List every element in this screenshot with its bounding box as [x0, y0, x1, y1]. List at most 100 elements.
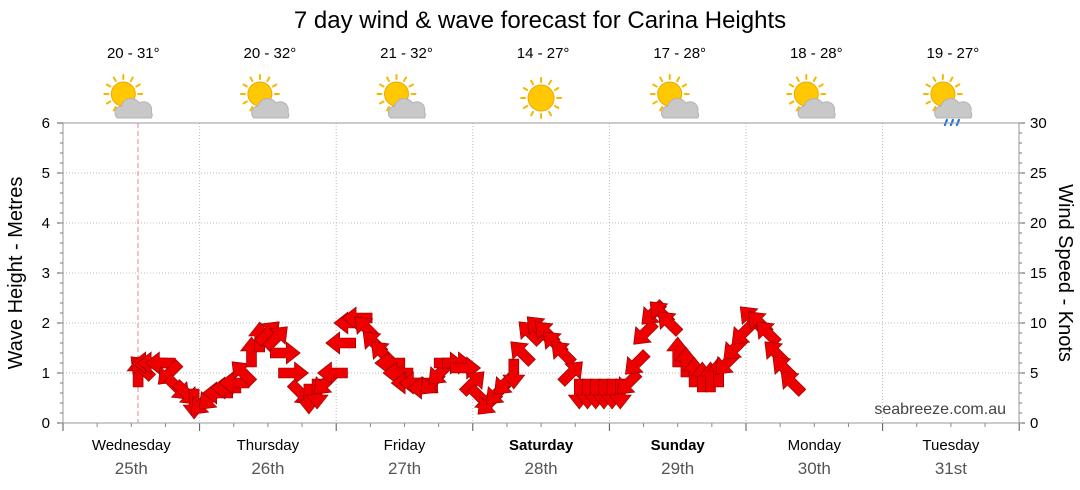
sun-ray: [386, 76, 390, 83]
wind-arrow: [510, 341, 536, 367]
cloud-shape: [387, 98, 426, 119]
wind-arrow: [557, 361, 583, 387]
sun-ray: [652, 100, 658, 105]
right-tick-label: 15: [1030, 265, 1047, 282]
sun-ray: [522, 87, 529, 91]
day-date-label: 29th: [661, 459, 694, 478]
chart-grid: [62, 123, 1020, 431]
sun-ray: [249, 76, 254, 83]
sun-ray: [242, 83, 248, 88]
day-date-label: 25th: [115, 459, 148, 478]
cloud-shape: [934, 98, 973, 119]
day-name-label: Friday: [384, 437, 426, 454]
temperature-range-label: 17 - 28°: [653, 45, 706, 62]
sun-ray: [812, 76, 817, 83]
temperature-range-label: 18 - 28°: [790, 45, 843, 62]
sunny-icon: [520, 77, 563, 119]
sun-ray: [135, 83, 141, 88]
sun-ray: [932, 76, 937, 83]
sun-ray: [659, 105, 664, 112]
wind-arrow: [551, 341, 577, 367]
right-tick-label: 25: [1030, 165, 1047, 182]
day-date-label: 30th: [798, 459, 831, 478]
sun-ray: [522, 105, 529, 109]
partly-cloudy-icon: [103, 74, 153, 119]
right-tick-label: 20: [1030, 215, 1047, 232]
cloud-shape: [661, 98, 699, 119]
sun-ray: [925, 83, 931, 88]
sun-ray: [379, 83, 385, 88]
wind-arrow: [269, 341, 301, 365]
sun-ray: [676, 76, 681, 83]
sun-ray: [408, 83, 414, 88]
sun-ray: [932, 105, 937, 112]
right-tick-label: 30: [1030, 115, 1047, 132]
right-tick-label: 10: [1030, 315, 1047, 332]
sun-ray: [652, 83, 658, 88]
sun-ray: [129, 76, 134, 83]
left-tick-label: 3: [42, 265, 50, 282]
sun-ray: [242, 100, 248, 105]
temperature-range-label: 20 - 31°: [107, 45, 160, 62]
sun-ray: [105, 83, 112, 88]
sun-ray: [379, 100, 385, 105]
wind-arrow: [502, 358, 526, 390]
sun-ray: [954, 83, 961, 88]
showers-icon: [922, 74, 973, 127]
day-date-label: 26th: [251, 459, 284, 478]
day-name-label: Wednesday: [92, 437, 171, 454]
day-labels: Wednesday 25th Thursday 26th Friday 27th Satur…: [92, 437, 980, 478]
partly-cloudy-icon: [786, 74, 836, 119]
sun-ray: [403, 76, 407, 83]
sun-ray: [681, 83, 688, 88]
temperature-range-label: 19 - 27°: [927, 45, 980, 62]
day-name-label: Tuesday: [922, 437, 979, 454]
sun-ray: [795, 76, 800, 83]
day-name-label: Saturday: [509, 437, 574, 454]
left-axis-ticks: 0 1 2 3 4 5 6: [42, 115, 63, 432]
wind-arrow: [657, 311, 684, 337]
left-axis-label: Wave Height - Metres: [5, 177, 27, 370]
left-tick-label: 6: [42, 115, 50, 132]
cloud-shape: [797, 98, 836, 119]
partly-cloudy-icon: [376, 74, 426, 119]
temperature-range-label: 20 - 32°: [244, 45, 297, 62]
cloud-shape: [114, 98, 153, 119]
left-tick-label: 4: [42, 215, 50, 232]
partly-cloudy-icon: [649, 74, 699, 119]
sun-ray: [553, 87, 560, 91]
left-tick-label: 1: [42, 365, 50, 382]
wind-arrow: [756, 321, 782, 347]
wind-arrow: [144, 351, 176, 375]
cloud-shape: [251, 98, 290, 119]
left-tick-label: 5: [42, 165, 50, 182]
day-name-label: Thursday: [237, 437, 300, 454]
weather-row: 20 - 31° 20 - 32° 21 - 32° 14 - 27° 17 - 28°…: [103, 45, 980, 127]
sun-ray: [548, 110, 553, 117]
sun-ray: [266, 76, 271, 83]
right-axis-label: Wind Speed - Knots: [1054, 184, 1076, 362]
sun-ray: [659, 76, 664, 83]
sun-ray: [530, 110, 535, 117]
sun-ray: [548, 79, 553, 86]
watermark-text: seabreeze.com.au: [874, 401, 1006, 418]
sun-ray: [553, 105, 560, 109]
sun-ray: [105, 100, 112, 105]
wind-arrow: [278, 361, 309, 385]
wind-arrow: [625, 349, 651, 375]
temperature-range-label: 21 - 32°: [380, 45, 433, 62]
day-date-label: 27th: [388, 459, 421, 478]
wind-arrow: [231, 361, 258, 387]
wind-arrow: [317, 361, 348, 385]
right-tick-label: 5: [1030, 365, 1038, 382]
wind-arrow: [780, 371, 807, 397]
sun-ray: [795, 105, 800, 112]
sun-ray: [249, 105, 254, 112]
sun-ray: [949, 76, 954, 83]
wind-arrow: [458, 371, 485, 397]
chart-title: 7 day wind & wave forecast for Carina He…: [294, 7, 786, 34]
sun-ray: [530, 79, 535, 86]
right-tick-label: 0: [1030, 415, 1038, 432]
partly-cloudy-icon: [239, 74, 290, 119]
